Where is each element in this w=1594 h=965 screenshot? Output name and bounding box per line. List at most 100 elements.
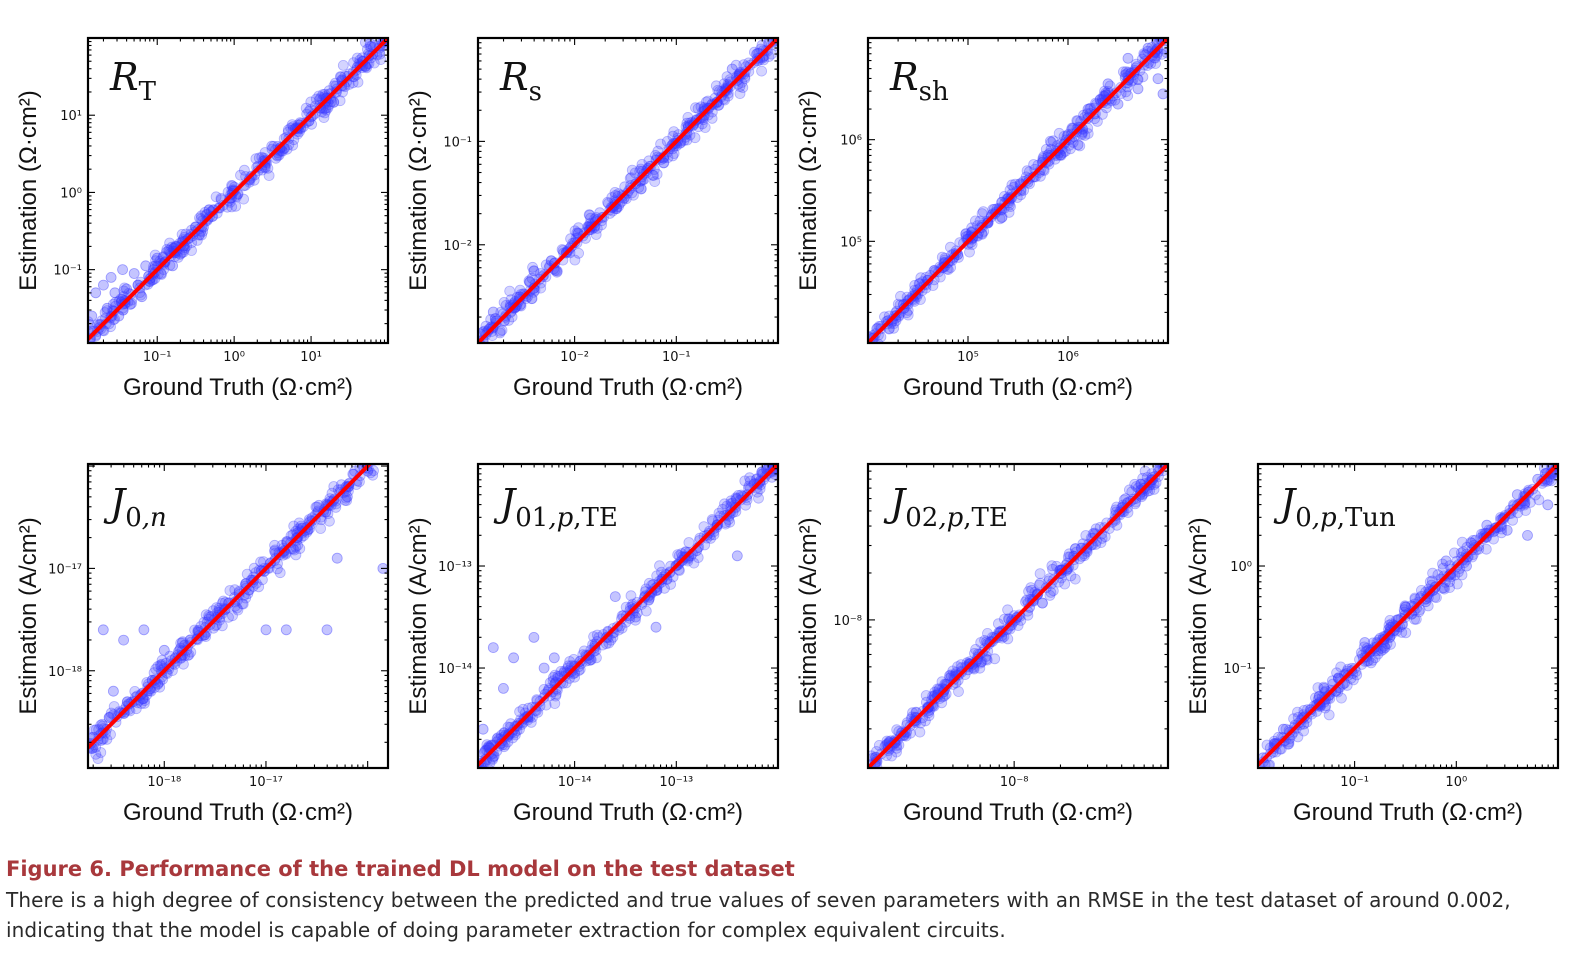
cloud-point — [1047, 585, 1059, 597]
cloud-point — [103, 712, 115, 723]
cloud-point — [483, 764, 494, 768]
cloud-point — [1132, 74, 1144, 85]
cloud-point — [1546, 475, 1557, 487]
x-tick-label: 10⁻⁸ — [1000, 775, 1029, 790]
cloud-point — [690, 102, 701, 114]
cloud-point — [636, 158, 648, 170]
cloud-point — [605, 634, 617, 646]
cloud-point — [227, 610, 238, 622]
plot-area — [478, 38, 778, 343]
cloud-point — [483, 740, 495, 752]
x-tick-label: 10¹ — [300, 350, 322, 365]
cloud-point — [1044, 590, 1056, 601]
cloud-point — [1095, 537, 1107, 548]
cloud-point — [661, 135, 673, 147]
fit-line — [868, 38, 1168, 343]
cloud-point — [1080, 530, 1092, 541]
cloud-point — [740, 499, 751, 511]
cloud-point — [996, 212, 1008, 224]
cloud-point — [1512, 507, 1524, 519]
cloud-point — [920, 690, 932, 701]
cloud-point — [668, 126, 680, 138]
cloud-point — [237, 598, 249, 610]
cloud-point — [1137, 472, 1149, 484]
cloud-point — [712, 84, 724, 96]
cloud-point — [667, 150, 679, 162]
cloud-point — [255, 556, 267, 568]
cloud-point — [698, 521, 710, 532]
cloud-point — [1467, 535, 1479, 546]
cloud-point — [164, 259, 176, 271]
cloud-point — [564, 656, 576, 667]
cloud-point — [150, 663, 162, 675]
cloud-point — [216, 598, 228, 609]
cloud-point — [203, 610, 215, 621]
cloud-point — [320, 102, 332, 114]
cloud-point — [360, 38, 371, 48]
cloud-point — [1122, 90, 1134, 102]
cloud-point — [166, 665, 178, 676]
cloud-point — [915, 294, 926, 305]
cloud-point — [1422, 600, 1434, 612]
cloud-point — [628, 189, 639, 201]
y-tick-label: 10⁻¹ — [53, 264, 82, 279]
data-point — [1511, 489, 1523, 501]
cloud-point — [1026, 584, 1038, 596]
cloud-point — [328, 97, 340, 108]
data-point — [1400, 601, 1411, 613]
cloud-point — [90, 748, 102, 760]
cloud-point — [365, 41, 377, 53]
figure-caption: Figure 6. Performance of the trained DL … — [6, 856, 1591, 945]
cloud-point — [514, 706, 525, 718]
y-tick-label: 10⁻¹⁸ — [48, 665, 82, 680]
data-point — [508, 652, 519, 664]
cloud-point — [1375, 645, 1387, 657]
cloud-point — [979, 635, 990, 646]
cloud-point — [1028, 159, 1039, 170]
cloud-point — [103, 712, 115, 723]
cloud-point — [271, 563, 283, 575]
cloud-point — [591, 629, 603, 641]
cloud-point — [315, 92, 327, 103]
cloud-point — [737, 82, 749, 93]
cloud-point — [221, 201, 233, 213]
cloud-point — [585, 212, 596, 224]
cloud-point — [1292, 706, 1303, 718]
cloud-point — [672, 549, 684, 560]
cloud-point — [1323, 709, 1335, 721]
x-tick-label: 10⁻¹⁴ — [558, 775, 592, 790]
cloud-point — [236, 598, 248, 610]
cloud-point — [1040, 143, 1052, 155]
cloud-point — [1132, 73, 1143, 85]
cloud-point — [119, 282, 130, 294]
cloud-point — [730, 59, 742, 71]
cloud-point — [588, 631, 599, 642]
cloud-point — [1085, 102, 1097, 114]
panel-6: 10⁻⁸ 10⁻⁸ Ground Truth (Ω·cm²) Estimation (… — [795, 462, 1170, 826]
cloud-point — [891, 746, 902, 758]
cloud-point — [1385, 639, 1396, 650]
cloud-point — [288, 520, 300, 532]
cloud-point — [1069, 573, 1081, 585]
cloud-point — [484, 758, 496, 768]
cloud-point — [375, 54, 387, 65]
cloud-point — [739, 475, 751, 487]
cloud-point — [1409, 613, 1420, 625]
cloud-point — [1396, 627, 1408, 638]
cloud-point — [1082, 128, 1094, 140]
cloud-point — [487, 754, 499, 765]
cloud-point — [620, 601, 632, 613]
cloud-point — [960, 228, 972, 239]
cloud-point — [383, 440, 393, 450]
cloud-point — [873, 740, 885, 751]
fit-line — [1258, 464, 1558, 768]
cloud-point — [379, 440, 389, 450]
data-point — [1481, 519, 1493, 531]
cloud-point — [217, 595, 229, 607]
cloud-point — [266, 140, 278, 152]
data-point — [90, 287, 102, 299]
cloud-point — [185, 646, 197, 658]
x-axis-label: Ground Truth (Ω·cm²) — [123, 374, 353, 401]
cloud-point — [253, 152, 265, 164]
cloud-point — [892, 298, 904, 310]
